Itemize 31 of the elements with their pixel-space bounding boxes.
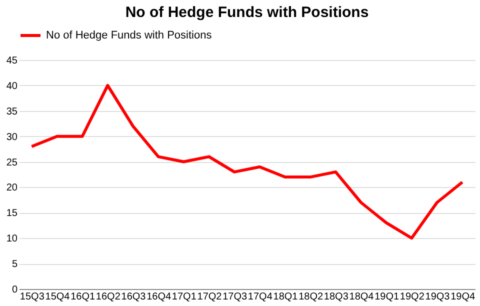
x-tick-label: 17Q2 bbox=[197, 292, 222, 302]
x-tick-label: 17Q4 bbox=[248, 292, 273, 302]
x-tick-label: 18Q4 bbox=[349, 292, 374, 302]
x-tick-label: 19Q2 bbox=[400, 292, 425, 302]
x-tick-label: 17Q1 bbox=[172, 292, 197, 302]
x-tick-label: 16Q3 bbox=[121, 292, 146, 302]
y-tick-label: 45 bbox=[6, 56, 18, 66]
x-tick-label: 17Q3 bbox=[222, 292, 248, 302]
x-tick-label: 16Q4 bbox=[146, 292, 172, 302]
line-series bbox=[30, 84, 464, 240]
y-tick-label: 25 bbox=[6, 157, 18, 168]
y-tick-label: 30 bbox=[6, 132, 18, 143]
x-tick-label: 15Q4 bbox=[45, 292, 70, 302]
chart-title: No of Hedge Funds with Positions bbox=[125, 4, 369, 21]
y-tick-label: 35 bbox=[6, 106, 18, 118]
y-tick-label: 40 bbox=[6, 80, 18, 92]
x-tick-label: 16Q1 bbox=[70, 292, 96, 302]
x-tick-label: 16Q2 bbox=[96, 292, 121, 302]
x-tick-label: 15Q3 bbox=[20, 292, 45, 302]
legend-label: No of Hedge Funds with Positions bbox=[46, 30, 212, 42]
x-tick-label: 19Q1 bbox=[374, 292, 400, 302]
x-tick-label: 18Q1 bbox=[273, 292, 298, 302]
y-tick-label: 10 bbox=[6, 234, 18, 245]
x-tick-label: 19Q3 bbox=[425, 292, 450, 302]
y-tick-label: 20 bbox=[6, 182, 18, 194]
y-tick-label: 0 bbox=[12, 284, 18, 296]
y-tick-label: 15 bbox=[6, 208, 18, 220]
x-tick-label: 18Q2 bbox=[298, 292, 324, 302]
x-tick-label: 19Q4 bbox=[450, 292, 476, 302]
y-tick-label: 5 bbox=[12, 259, 18, 270]
x-tick-label: 18Q3 bbox=[324, 292, 349, 302]
